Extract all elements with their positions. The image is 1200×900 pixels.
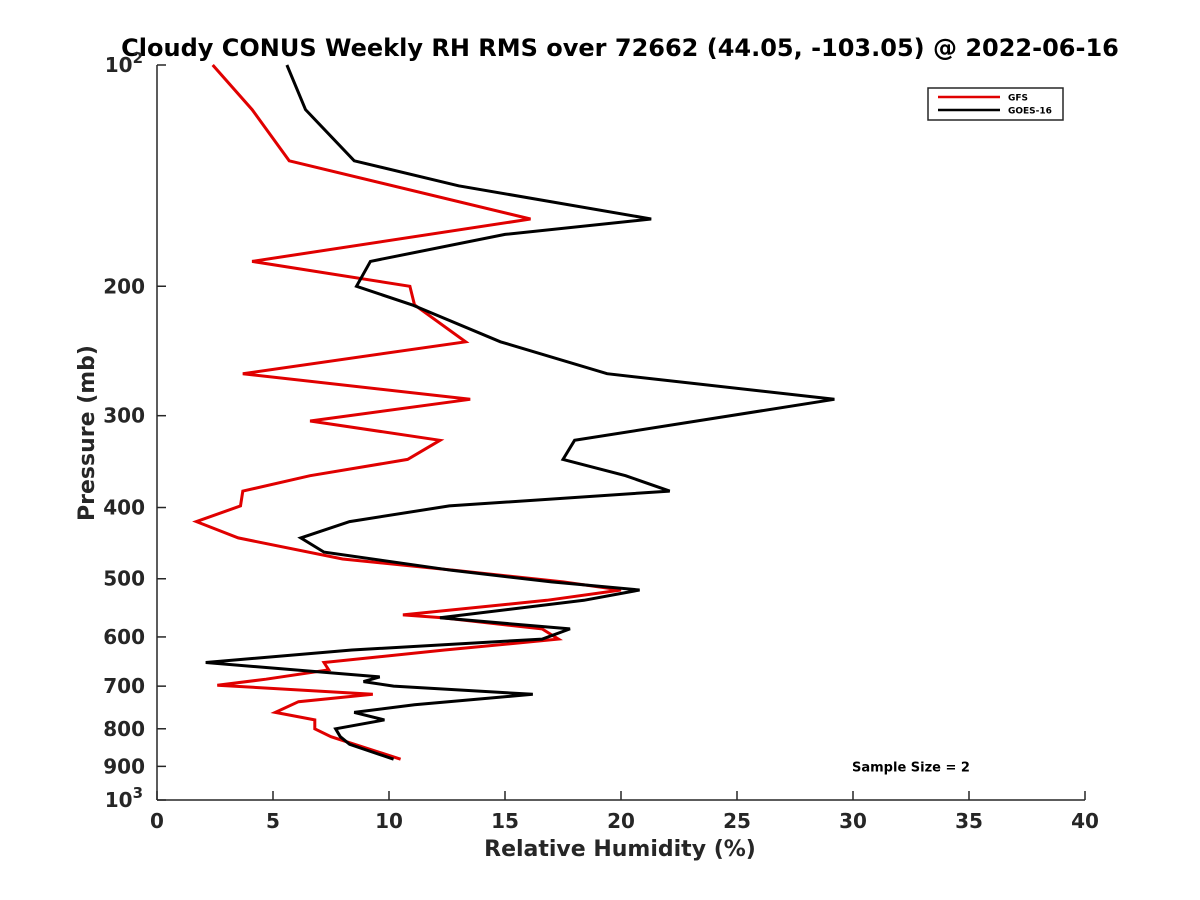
series-line-goes-16 xyxy=(205,64,835,761)
y-axis-label: Pressure (mb) xyxy=(75,345,100,521)
y-tick-label: 300 xyxy=(103,404,145,428)
x-tick-label: 25 xyxy=(723,809,751,833)
y-tick-label: 900 xyxy=(103,754,145,778)
plot-lines xyxy=(192,64,835,761)
annotations: Sample Size = 2 xyxy=(852,760,970,775)
x-tick-label: 10 xyxy=(375,809,403,833)
y-tick-label: 200 xyxy=(103,274,145,298)
y-tick-label: 700 xyxy=(103,674,145,698)
legend: GFS GOES-16 xyxy=(927,87,1064,121)
x-tick-label: 0 xyxy=(150,809,164,833)
y-decade-label: 103 xyxy=(105,784,143,812)
legend-box xyxy=(927,87,1064,121)
x-tick-label: 30 xyxy=(839,809,867,833)
axes: 0 5 10 15 20 25 30 35 40 200 300 400 500 600 700 800 900… xyxy=(103,49,1099,833)
y-tick-label: 500 xyxy=(103,567,145,591)
chart-title: Cloudy CONUS Weekly RH RMS over 72662 (4… xyxy=(121,34,1119,62)
y-decade-label: 102 xyxy=(105,49,143,77)
x-axis-label: Relative Humidity (%) xyxy=(484,837,756,862)
legend-label: GOES-16 xyxy=(1008,107,1052,117)
x-tick-label: 15 xyxy=(491,809,519,833)
y-tick-label: 600 xyxy=(103,625,145,649)
x-tick-label: 35 xyxy=(955,809,983,833)
legend-label: GFS xyxy=(1008,94,1028,104)
x-tick-label: 20 xyxy=(607,809,635,833)
x-tick-label: 40 xyxy=(1071,809,1099,833)
x-tick-label: 5 xyxy=(266,809,280,833)
y-tick-label: 400 xyxy=(103,496,145,520)
y-tick-label: 800 xyxy=(103,717,145,741)
sample-size-note: Sample Size = 2 xyxy=(852,760,970,775)
